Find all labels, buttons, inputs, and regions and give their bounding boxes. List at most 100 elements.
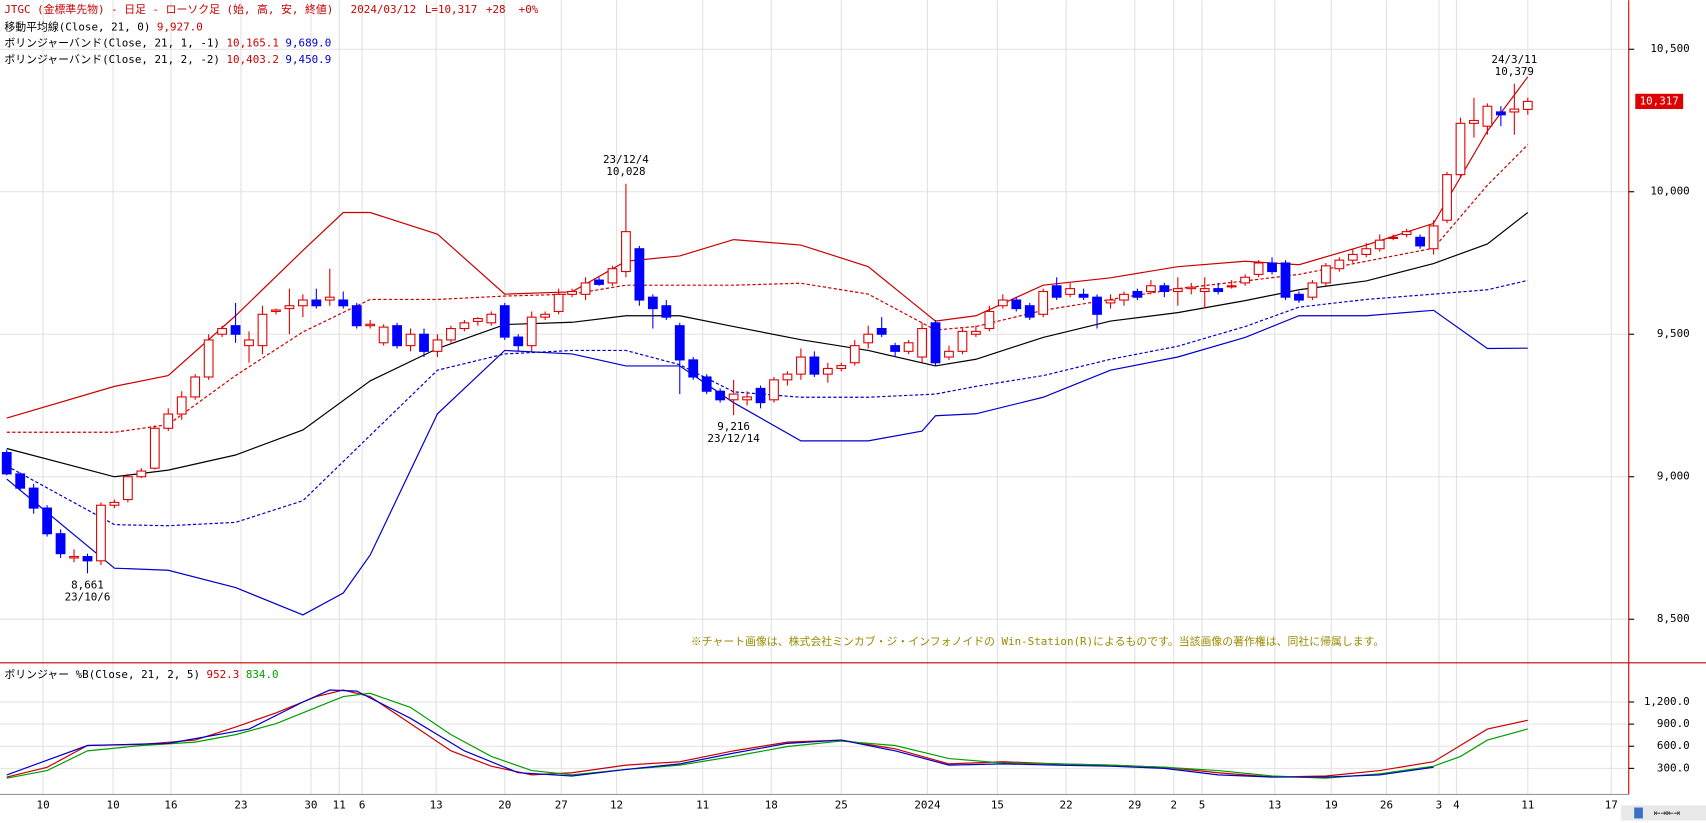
- candle-body: [217, 327, 227, 335]
- candle-body: [122, 476, 133, 501]
- candle-body: [1280, 262, 1291, 298]
- candle-body: [365, 323, 376, 327]
- x-tick-label: 20: [498, 798, 511, 811]
- indicator-line: [6, 144, 1529, 433]
- candle-body: [526, 316, 537, 347]
- x-tick-label: 25: [835, 798, 848, 811]
- candle-body: [1294, 293, 1304, 301]
- candle-body: [769, 379, 779, 401]
- candle-body: [742, 396, 752, 401]
- candle-body: [1092, 296, 1102, 315]
- candle-body: [594, 279, 604, 285]
- candle-body: [836, 365, 847, 369]
- candle-body: [136, 470, 147, 478]
- annotation-date: 23/12/4: [603, 153, 649, 166]
- annotation-price: 8,661: [71, 578, 104, 591]
- scroll-buttons[interactable]: ⇤⇥⇤⇥: [1654, 806, 1680, 819]
- candle-body: [432, 339, 443, 352]
- candle-body: [1011, 299, 1022, 310]
- grid: [0, 0, 1629, 795]
- candle-body: [701, 376, 712, 392]
- candle-body: [944, 350, 954, 358]
- candle-body: [338, 299, 349, 307]
- candle-body: [163, 413, 174, 429]
- candle-body: [567, 290, 577, 295]
- legend-name: 移動平均線(Close, 21, 0): [4, 19, 150, 33]
- legend-reading: 10,403.2: [227, 53, 279, 66]
- candle-body: [553, 293, 564, 312]
- candle-body: [634, 248, 645, 301]
- x-tick-label: 22: [1060, 798, 1073, 811]
- candle-body: [688, 359, 699, 378]
- indicator-line: [6, 212, 1529, 478]
- last-price-label: 10,317: [1640, 94, 1679, 107]
- candle-body: [311, 299, 322, 307]
- candle-body: [472, 318, 483, 322]
- candle-body: [621, 231, 631, 273]
- header-last: L=10,317: [425, 3, 477, 16]
- candle-body: [822, 367, 833, 375]
- candle-body: [917, 327, 927, 358]
- legend-entry: ボリンジャーバンド(Close, 21, 1, -1) 10,165.1 9,689…: [4, 37, 331, 50]
- x-tick-label: 11: [696, 798, 709, 811]
- candle-body: [755, 387, 766, 404]
- candle-body: [176, 396, 187, 415]
- candle-body: [446, 327, 456, 341]
- x-tick-label: 26: [1380, 798, 1393, 811]
- candle-body: [513, 336, 524, 347]
- candle-body: [984, 310, 995, 330]
- candle-body: [96, 504, 106, 562]
- candle-body: [1428, 225, 1439, 250]
- x-tick-label: 18: [765, 798, 778, 811]
- candle-body: [715, 390, 726, 401]
- candle-body: [1267, 262, 1277, 273]
- candle-body: [351, 305, 362, 327]
- candle-body: [1307, 282, 1318, 298]
- candle-body: [1347, 253, 1358, 261]
- candle-body: [1132, 290, 1143, 298]
- candle-body: [863, 333, 874, 344]
- candle-body: [796, 356, 806, 375]
- candle-body: [1361, 248, 1372, 255]
- candle-body: [459, 322, 470, 330]
- candle-body: [1495, 111, 1506, 116]
- candle-body: [647, 296, 658, 310]
- candle-body: [1199, 288, 1210, 293]
- candle-body: [405, 333, 416, 347]
- candle-body: [486, 313, 497, 324]
- candle-body: [1240, 276, 1251, 284]
- x-tick-label: 2024: [914, 798, 941, 811]
- candle-body: [419, 333, 429, 352]
- candle-body: [82, 555, 93, 562]
- x-tick-label: 30: [304, 798, 317, 811]
- candle-body: [809, 356, 820, 375]
- candle-body: [1213, 288, 1224, 293]
- candle-body: [203, 339, 214, 378]
- candle-body: [1065, 288, 1076, 295]
- x-tick-label: 6: [359, 798, 366, 811]
- indicator-line: [6, 279, 1528, 527]
- candle-body: [930, 322, 941, 364]
- candle-body: [15, 473, 26, 489]
- annotation-price: 10,028: [606, 165, 645, 178]
- y-tick-label: 1,200.0: [1644, 695, 1690, 708]
- y-tick-label: 10,500: [1650, 42, 1689, 55]
- candle-body: [1482, 105, 1493, 127]
- candle-body: [957, 330, 968, 352]
- x-tick-label: 3: [1436, 798, 1443, 811]
- legend-entry: 移動平均線(Close, 21, 0) 9,927.0: [4, 19, 202, 33]
- candle-body: [580, 282, 591, 295]
- candle-body: [971, 330, 981, 335]
- y-tick-label: 9,000: [1657, 470, 1690, 483]
- scroll-thumb[interactable]: [1634, 807, 1643, 819]
- x-tick-label: 13: [430, 798, 443, 811]
- candle-body: [540, 313, 551, 318]
- x-tick-label: 17: [1605, 798, 1618, 811]
- x-tick-label: 5: [1199, 798, 1206, 811]
- candle-body: [244, 339, 254, 347]
- candle-body: [392, 325, 402, 347]
- header-pct: +0%: [519, 3, 539, 16]
- x-tick-label: 12: [610, 798, 623, 811]
- y-tick-label: 8,500: [1657, 612, 1690, 625]
